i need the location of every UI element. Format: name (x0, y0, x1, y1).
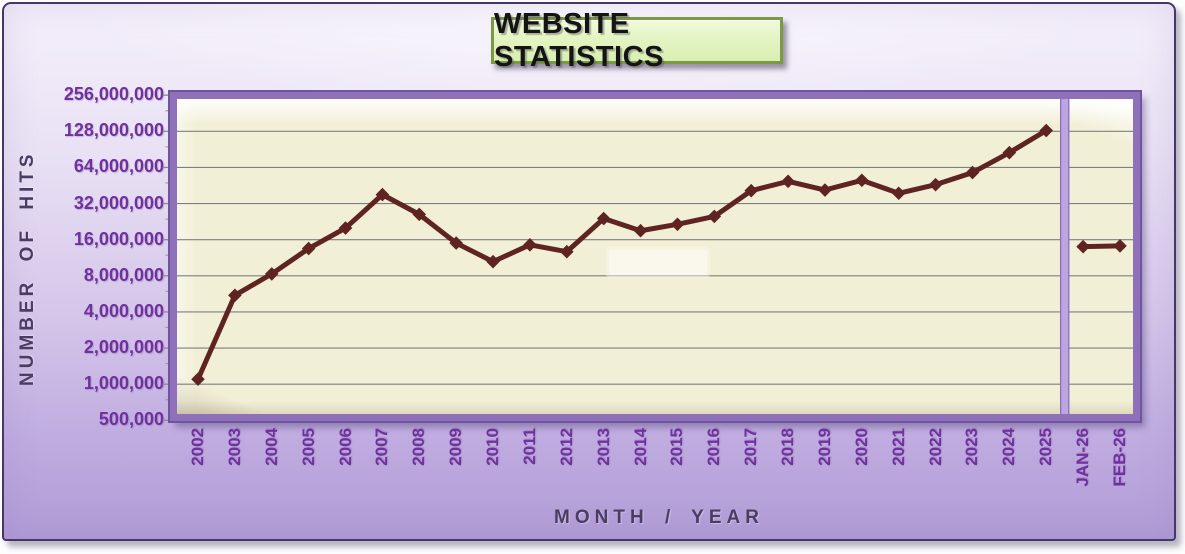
data-point-marker (965, 165, 980, 180)
plot-area (170, 92, 1140, 421)
data-point-marker (1039, 123, 1054, 138)
y-tick-label: 32,000,000 (73, 192, 164, 213)
background-panel: WEBSITE STATISTICS NUMBER OF HITS 256,00… (2, 2, 1176, 541)
x-tick-label: 2003 (224, 428, 244, 466)
x-tick-label: JAN-26 (1073, 428, 1093, 487)
x-tick-label: 2017 (741, 428, 761, 466)
data-point-marker (264, 267, 279, 281)
x-tick-label: 2025 (1036, 428, 1056, 466)
data-point-marker (707, 209, 722, 224)
y-axis-tick-marks (162, 94, 170, 421)
x-tick-label: 2015 (667, 428, 687, 466)
data-point-marker (670, 217, 685, 232)
data-point-marker (1076, 239, 1090, 254)
x-tick-label: 2010 (483, 428, 503, 466)
data-point-marker (412, 207, 427, 222)
x-tick-label: 2019 (814, 428, 834, 466)
y-tick-label: 4,000,000 (83, 300, 164, 321)
data-point-marker (855, 173, 869, 188)
x-tick-label: 2007 (372, 428, 392, 466)
x-tick-label: 2022 (925, 428, 945, 466)
y-tick-label: 128,000,000 (63, 120, 164, 141)
data-point-marker (928, 177, 943, 192)
y-tick-label: 16,000,000 (73, 228, 164, 249)
y-tick-label: 2,000,000 (83, 337, 164, 358)
data-point-marker (781, 174, 795, 189)
x-tick-label: 2020 (851, 428, 871, 466)
x-tick-label: 2024 (999, 428, 1019, 466)
data-point-marker (338, 221, 353, 235)
x-tick-label: FEB-26 (1110, 428, 1129, 487)
chart-plot-svg (177, 99, 1133, 414)
y-tick-label: 1,000,000 (83, 373, 164, 394)
data-point-marker (449, 236, 463, 250)
x-tick-label: 2009 (446, 428, 466, 466)
y-tick-label: 500,000 (98, 409, 164, 430)
x-tick-label: 2014 (630, 428, 650, 466)
data-point-marker (375, 187, 390, 202)
x-axis-title: MONTH / YEAR (554, 507, 764, 528)
x-tick-label: 2008 (409, 428, 429, 466)
x-tick-label: 2011 (519, 428, 539, 465)
data-point-marker (891, 186, 906, 201)
x-tick-label: 2012 (556, 428, 576, 466)
x-tick-label: 2004 (261, 428, 281, 466)
data-point-marker (301, 241, 316, 256)
x-tick-label: 2005 (298, 428, 318, 466)
x-tick-label: 2023 (962, 428, 982, 466)
y-tick-label: 256,000,000 (63, 84, 164, 105)
x-tick-label: 2016 (704, 428, 724, 466)
x-tick-label: 2006 (335, 428, 355, 466)
y-tick-label: 64,000,000 (73, 156, 164, 177)
data-point-marker (596, 211, 611, 226)
chart-title-box: WEBSITE STATISTICS (491, 8, 783, 73)
x-tick-label: 2018 (778, 428, 798, 466)
x-tick-label: 2002 (188, 428, 207, 466)
data-point-marker (228, 288, 242, 303)
chart-title: WEBSITE STATISTICS (494, 7, 664, 73)
data-point-marker (818, 183, 832, 197)
data-point-marker (1113, 239, 1127, 253)
data-point-marker (486, 254, 500, 269)
x-tick-label: 2013 (593, 428, 613, 466)
data-point-marker (523, 238, 537, 252)
x-tick-label: 2021 (888, 428, 908, 466)
data-point-marker (560, 244, 574, 259)
y-tick-label: 8,000,000 (83, 264, 164, 285)
data-point-marker (744, 183, 758, 198)
data-point-marker (1002, 145, 1017, 160)
data-point-marker (633, 223, 648, 238)
